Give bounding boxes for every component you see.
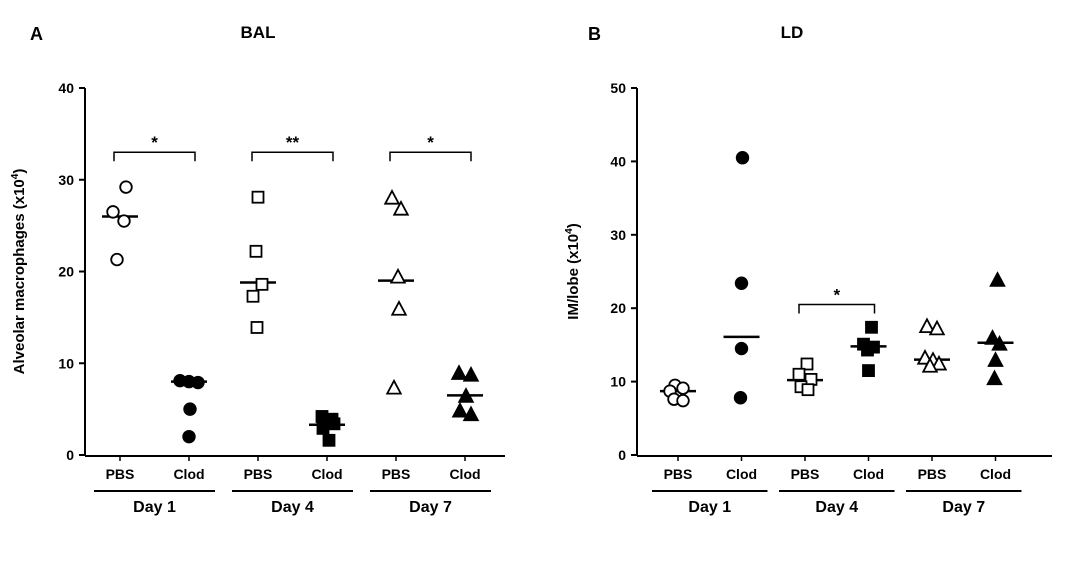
- data-point-circle-open: [110, 252, 124, 267]
- data-point-circle-open: [119, 180, 133, 194]
- x-tick-label-pbs: PBS: [791, 466, 820, 482]
- data-point-triangle-open: [392, 199, 410, 216]
- group-label: Day 1: [133, 499, 176, 516]
- data-point-square-open: [801, 383, 815, 397]
- panel-a: A BAL 0 10 20 30 40 Alveolar macrophages (x10…: [10, 23, 505, 516]
- data-point-triangle-filled: [450, 364, 468, 380]
- panel-a-plot: 0 10 20 30 40 Alveolar macrophages (x104) PBS C…: [10, 80, 505, 516]
- data-point-triangle-open: [383, 188, 401, 205]
- panel-b-label: B: [588, 24, 601, 44]
- data-point-triangle-filled: [991, 335, 1008, 351]
- significance-stars: *: [427, 133, 434, 152]
- y-tick-label: 30: [58, 172, 74, 188]
- x-tick-label-clod: Clod: [853, 466, 884, 482]
- data-point-square-open: [792, 367, 806, 381]
- data-point-triangle-filled: [451, 401, 469, 418]
- data-point-triangle-filled: [986, 369, 1003, 386]
- data-point-triangle-open: [921, 357, 939, 373]
- significance-stars: **: [286, 133, 300, 152]
- y-tick-label: 10: [58, 355, 74, 371]
- significance-bracket: [389, 151, 472, 162]
- x-tick-label-clod: Clod: [726, 466, 757, 482]
- group-label: Day 7: [409, 499, 452, 516]
- data-point-square-filled: [861, 343, 874, 357]
- y-tick-label: 30: [610, 227, 626, 243]
- data-point-triangle-filled: [462, 366, 480, 382]
- group-label: Day 7: [942, 499, 985, 516]
- data-point-square-open: [249, 244, 263, 258]
- panel-b-plot: 0 10 20 30 40 50 IM/lobe (x104) PBS Clod Day 1 PBS…: [564, 80, 1052, 516]
- data-point-circle-filled: [734, 341, 749, 356]
- data-point-triangle-open: [928, 319, 946, 336]
- data-point-circle-filled: [191, 375, 205, 390]
- x-tick-label-clod: Clod: [311, 466, 342, 482]
- data-point-circle-open: [117, 214, 131, 228]
- panel-a-title: BAL: [240, 23, 276, 42]
- data-point-square-filled: [327, 417, 341, 431]
- x-tick-label-pbs: PBS: [664, 466, 693, 482]
- y-axis-label: IM/lobe (x104): [564, 223, 582, 319]
- data-point-square-open: [246, 289, 260, 303]
- data-point-square-filled: [322, 433, 336, 447]
- data-point-square-open: [800, 357, 814, 371]
- data-point-triangle-open: [390, 299, 408, 316]
- data-point-triangle-filled: [987, 351, 1004, 367]
- y-tick-label: 40: [610, 153, 626, 169]
- group-label: Day 4: [271, 499, 314, 516]
- significance-bracket: [798, 303, 876, 314]
- significance-bracket: [113, 151, 196, 162]
- data-point-square-filled: [865, 320, 878, 334]
- y-tick-label: 0: [618, 447, 626, 463]
- y-tick-label: 40: [58, 80, 74, 96]
- data-point-circle-filled: [734, 276, 749, 290]
- group-label: Day 1: [688, 499, 731, 516]
- x-tick-label-clod: Clod: [449, 466, 480, 482]
- data-point-square-open: [251, 190, 265, 204]
- significance-stars: *: [151, 133, 158, 152]
- data-point-square-open: [255, 277, 269, 291]
- data-point-circle-filled: [182, 429, 196, 444]
- significance-stars: *: [833, 286, 840, 305]
- data-point-triangle-open: [930, 354, 948, 371]
- x-tick-label-clod: Clod: [173, 466, 204, 482]
- panel-b-title: LD: [780, 23, 804, 42]
- panel-a-label: A: [30, 24, 43, 44]
- data-point-triangle-filled: [989, 271, 1006, 287]
- x-tick-label-pbs: PBS: [918, 466, 947, 482]
- y-tick-label: 20: [58, 264, 74, 280]
- significance-bracket: [251, 151, 334, 162]
- data-point-triangle-open: [918, 317, 936, 334]
- data-point-square-open: [250, 321, 264, 334]
- x-tick-label-pbs: PBS: [106, 466, 135, 482]
- group-label: Day 4: [815, 499, 858, 516]
- y-tick-label: 20: [610, 300, 626, 316]
- panel-b: B LD 0 10 20 30 40 50 IM/lobe (x104) PBS Clod Day…: [540, 0, 1077, 579]
- x-tick-label-pbs: PBS: [244, 466, 273, 482]
- y-tick-label: 50: [610, 80, 626, 96]
- data-point-circle-open: [676, 393, 690, 408]
- data-point-circle-open: [106, 205, 120, 219]
- data-point-triangle-open: [389, 267, 407, 284]
- data-point-triangle-filled: [462, 405, 480, 422]
- data-point-triangle-filled: [457, 387, 475, 403]
- x-tick-label-pbs: PBS: [382, 466, 411, 482]
- x-tick-label-clod: Clod: [980, 466, 1011, 482]
- data-point-circle-open: [676, 381, 690, 395]
- data-point-triangle-filled: [984, 329, 1001, 345]
- data-point-triangle-open: [385, 378, 403, 395]
- y-tick-label: 10: [610, 374, 626, 390]
- y-axis-label: Alveolar macrophages (x104): [10, 169, 28, 375]
- data-point-circle-filled: [183, 402, 197, 416]
- data-point-square-filled: [862, 364, 875, 377]
- data-point-square-filled: [316, 421, 330, 435]
- y-tick-label: 0: [66, 447, 74, 463]
- data-point-circle-filled: [735, 151, 750, 165]
- data-point-circle-filled: [733, 391, 748, 405]
